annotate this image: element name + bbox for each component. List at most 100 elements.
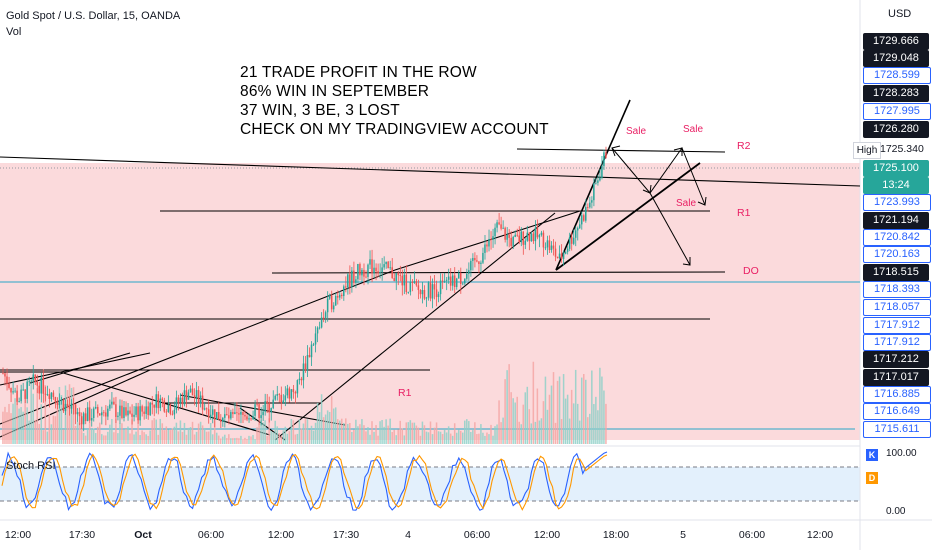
volume-bar (476, 434, 478, 444)
candle-body (294, 392, 297, 394)
candle-body (42, 377, 45, 394)
candle-body (373, 267, 375, 274)
volume-bar (508, 364, 510, 444)
volume-bar (300, 428, 303, 444)
candle-body (375, 267, 377, 272)
volume-bar (494, 426, 496, 444)
volume-bar (24, 394, 26, 444)
volume-bar (326, 410, 329, 444)
volume-bar (268, 418, 270, 444)
volume-bar (111, 418, 113, 444)
volume-bar (173, 426, 176, 444)
currency-label: USD (888, 8, 912, 20)
candle-body (155, 394, 157, 408)
volume-bar (32, 393, 34, 444)
x-tick-label: 06:00 (738, 529, 766, 541)
volume-bar (338, 420, 341, 444)
candle-body (544, 247, 547, 249)
volume-bar (455, 432, 458, 444)
volume-bar (38, 424, 41, 444)
candle-body (88, 407, 91, 421)
volume-bar (478, 433, 480, 444)
volume-bar (530, 423, 533, 444)
volume-bar (603, 390, 605, 444)
volume-bar (14, 398, 16, 444)
volume-bar (266, 435, 268, 444)
candle-body (500, 224, 502, 229)
candle-body (421, 290, 424, 295)
volume-bar (127, 426, 129, 444)
candle-body (109, 404, 111, 409)
volume-bar (60, 394, 63, 444)
volume-bar (141, 430, 143, 444)
candle-body (276, 394, 278, 396)
volume-bar (12, 403, 14, 444)
volume-bar (250, 436, 252, 444)
candle-body (187, 392, 190, 400)
candle-body (179, 397, 182, 403)
candle-body (480, 262, 482, 265)
candle-body (351, 270, 353, 288)
candle-body (52, 392, 55, 397)
candle-body (435, 289, 438, 298)
candle-body (181, 397, 184, 405)
candle-body (14, 390, 16, 392)
candle-body (318, 327, 321, 329)
candle-body (556, 256, 559, 259)
volume-bar (389, 418, 391, 444)
candle-body (96, 406, 99, 414)
volume-bar (207, 431, 210, 444)
volume-bar (591, 370, 593, 444)
candle-body (147, 406, 149, 416)
price-label: 1715.611 (863, 421, 931, 438)
volume-bar (167, 429, 170, 444)
volume-bar (52, 415, 55, 444)
candle-body (207, 409, 210, 418)
volume-bar (72, 387, 75, 444)
annotation-line: 21 TRADE PROFIT IN THE ROW (240, 64, 477, 81)
supply-zone (0, 163, 860, 440)
candle-body (355, 279, 357, 283)
candle-body (528, 232, 531, 242)
volume-bar (78, 423, 81, 444)
volume-bar (466, 419, 468, 444)
candle-body (593, 183, 595, 201)
candle-body (199, 395, 202, 404)
candle-body (70, 403, 73, 409)
candle-body (290, 389, 293, 399)
volume-bar (498, 400, 500, 444)
candle-body (222, 417, 224, 422)
volume-bar (276, 426, 278, 444)
volume-bar (601, 376, 603, 444)
candle-body (564, 251, 567, 254)
candle-body (236, 412, 238, 414)
candle-body (496, 222, 498, 228)
volume-bar (387, 425, 389, 444)
volume-bar (516, 396, 518, 444)
volume-bar (197, 423, 200, 444)
candle-body (403, 274, 406, 286)
candle-body (8, 383, 10, 389)
volume-bar (367, 427, 369, 444)
volume-bar (357, 426, 359, 444)
volume-bar (306, 419, 309, 444)
candle-body (338, 294, 341, 298)
volume-bar (345, 418, 347, 444)
candle-body (393, 278, 395, 282)
volume-bar (205, 431, 208, 444)
volume-bar (201, 425, 204, 444)
x-tick-label: 4 (405, 529, 411, 541)
annotation-line: CHECK ON MY TRADINGVIEW ACCOUNT (240, 121, 549, 138)
volume-bar (520, 424, 522, 444)
candle-body (185, 390, 188, 400)
volume-bar (4, 406, 6, 444)
candle-body (345, 286, 347, 288)
candle-body (546, 240, 549, 248)
candle-body (324, 312, 327, 318)
projection-arrows (611, 146, 706, 266)
candle-body (413, 281, 416, 283)
x-tick-label: 06:00 (463, 529, 491, 541)
candle-body (520, 231, 522, 243)
volume-bar (258, 424, 260, 444)
